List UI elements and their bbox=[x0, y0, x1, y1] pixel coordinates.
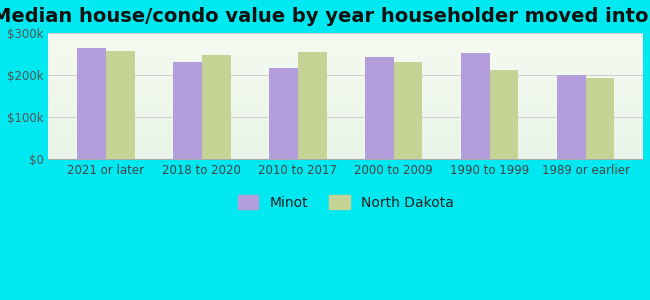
Bar bbox=[489, 70, 519, 159]
Bar bbox=[269, 68, 298, 159]
Bar bbox=[173, 61, 202, 159]
Title: Median house/condo value by year householder moved into unit: Median house/condo value by year househo… bbox=[0, 7, 650, 26]
Bar bbox=[557, 76, 586, 159]
Bar bbox=[586, 78, 614, 159]
Bar bbox=[106, 51, 135, 159]
Bar bbox=[77, 48, 106, 159]
Bar bbox=[298, 52, 326, 159]
Bar bbox=[461, 53, 489, 159]
Legend: Minot, North Dakota: Minot, North Dakota bbox=[235, 192, 457, 213]
Bar bbox=[202, 55, 231, 159]
Bar bbox=[394, 61, 422, 159]
Bar bbox=[365, 57, 394, 159]
